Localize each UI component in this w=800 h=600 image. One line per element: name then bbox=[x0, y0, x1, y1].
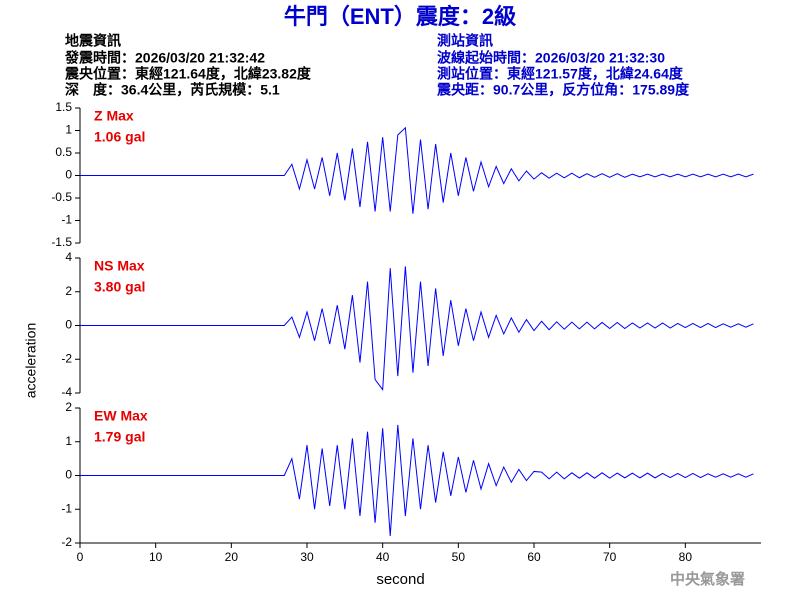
info-right: 測站資訊 bbox=[437, 33, 493, 49]
waveform bbox=[80, 266, 754, 392]
x-tick-label: 40 bbox=[376, 550, 390, 564]
x-tick-label: 50 bbox=[452, 550, 466, 564]
y-tick-label: -1 bbox=[61, 501, 72, 515]
y-tick-label: 0 bbox=[65, 168, 72, 182]
x-tick-label: 30 bbox=[300, 550, 314, 564]
y-tick-label: 2 bbox=[65, 284, 72, 298]
info-left: 地震資訊 bbox=[65, 33, 121, 49]
info-left: 深 度：36.4公里，芮氏規模：5.1 bbox=[65, 82, 280, 98]
info-right: 測站位置：東經121.57度，北緯24.64度 bbox=[437, 66, 684, 82]
info-right: 震央距：90.7公里，反方位角：175.89度 bbox=[436, 82, 690, 98]
y-tick-label: 0 bbox=[65, 468, 72, 482]
y-tick-label: 0.5 bbox=[55, 145, 72, 159]
y-tick-label: 1 bbox=[65, 434, 72, 448]
info-right: 波線起始時間：2026/03/20 21:32:30 bbox=[437, 50, 665, 66]
y-tick-label: 4 bbox=[65, 250, 72, 264]
info-left: 發震時間：2026/03/20 21:32:42 bbox=[64, 50, 265, 66]
y-tick-label: -2 bbox=[61, 535, 72, 549]
waveform bbox=[80, 424, 754, 536]
y-axis-label: acceleration bbox=[23, 323, 39, 399]
x-tick-label: 80 bbox=[679, 550, 693, 564]
y-tick-label: 0 bbox=[65, 318, 72, 332]
x-axis-label: second bbox=[376, 571, 424, 588]
footer: 中央氣象署 bbox=[670, 570, 745, 588]
title: 牛門（ENT）震度：2級 bbox=[284, 4, 516, 29]
max-label: 3.80 gal bbox=[94, 279, 145, 295]
y-tick-label: -1.5 bbox=[51, 235, 72, 249]
y-tick-label: -2 bbox=[61, 351, 72, 365]
max-label: 1.06 gal bbox=[94, 129, 145, 145]
y-tick-label: 1.5 bbox=[55, 100, 72, 114]
x-tick-label: 10 bbox=[149, 550, 163, 564]
x-tick-label: 60 bbox=[527, 550, 541, 564]
y-tick-label: 2 bbox=[65, 400, 72, 414]
y-tick-label: -1 bbox=[61, 213, 72, 227]
y-tick-label: -0.5 bbox=[51, 190, 72, 204]
y-tick-label: 1 bbox=[65, 123, 72, 137]
max-label: 1.79 gal bbox=[94, 429, 145, 445]
y-tick-label: -4 bbox=[61, 385, 72, 399]
max-label: NS Max bbox=[94, 258, 145, 274]
x-tick-label: 20 bbox=[225, 550, 239, 564]
info-left: 震央位置：東經121.64度，北緯23.82度 bbox=[64, 66, 312, 82]
waveform bbox=[80, 126, 754, 214]
max-label: Z Max bbox=[94, 108, 134, 124]
x-tick-label: 70 bbox=[603, 550, 617, 564]
max-label: EW Max bbox=[94, 408, 148, 424]
x-tick-label: 0 bbox=[77, 550, 84, 564]
